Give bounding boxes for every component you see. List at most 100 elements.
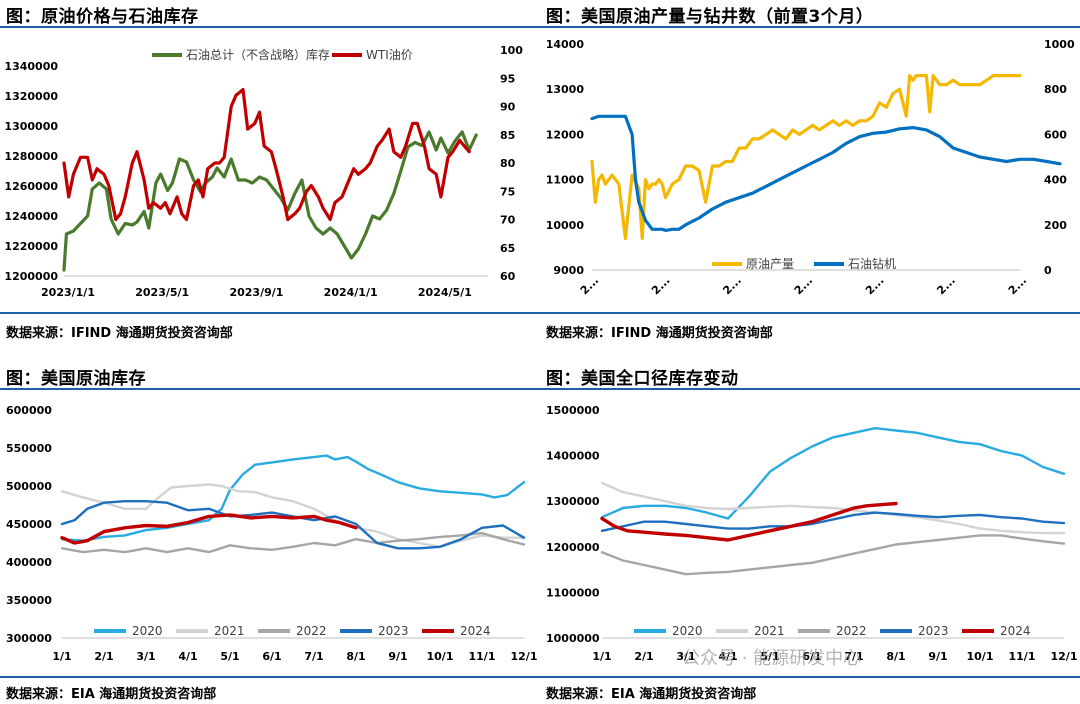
series-line [590,73,1022,240]
x-tick-label: 11/1 [469,650,496,663]
x-tick-label: 2... [649,274,672,297]
y-right-tick-label: 70 [500,214,516,227]
y-tick-label: 300000 [6,632,52,645]
y-left-tick-label: 1280000 [4,150,58,163]
watermark: 公众号 · 能源研发中心 [682,648,862,669]
x-tick-label: 5/1 [760,650,779,663]
y-tick-label: 600000 [6,404,52,417]
y-left-tick-label: 11000 [546,174,585,187]
y-tick-label: 400000 [6,556,52,569]
x-tick-label: 1/1 [592,650,611,663]
series-line [60,531,526,554]
y-left-tick-label: 12000 [546,128,585,141]
y-left-tick-label: 9000 [553,264,584,277]
x-tick-label: 2... [792,274,815,297]
chart-us-crude-inventory: 300000 350000 400000 450000 500000 550000 6000… [6,404,538,663]
panel-title: 图：美国原油产量与钻井数（前置3个月） [546,7,874,27]
legend-label: 2023 [918,624,949,638]
y-right-tick-label: 75 [500,185,515,198]
x-tick-label: 3/1 [136,650,155,663]
series-line [600,427,1066,520]
source-rule [540,312,1080,314]
y-right-tick-label: 60 [500,270,516,283]
y-left-tick-label: 1200000 [4,270,58,283]
series-line [60,454,526,542]
y-right-tick-label: 400 [1044,174,1067,187]
legend-label: 2021 [754,624,785,638]
x-tick-label: 5/1 [220,650,239,663]
y-left-tick-label: 1300000 [4,120,58,133]
y-right-tick-label: 100 [500,44,523,57]
y-tick-label: 1100000 [546,586,600,599]
series-line [590,114,1062,232]
x-tick-label: 2023/9/1 [229,286,283,299]
x-tick-label: 2/1 [634,650,653,663]
legend-label: 2024 [1000,624,1031,638]
source-note: 数据来源：IFIND 海通期货投资咨询部 [546,326,773,341]
series-line [62,87,471,222]
x-tick-label: 3/1 [676,650,695,663]
panel-title: 图：原油价格与石油库存 [6,7,199,27]
chart-us-production-vs-rigs: 9000 10000 11000 12000 13000 14000 0 200 400 600 8… [546,38,1075,297]
panel-us-production-vs-rigs: 图：美国原油产量与钻井数（前置3个月） 9000 10000 11000 12000 1… [540,0,1080,352]
y-right-tick-label: 80 [500,157,516,170]
panel-us-total-inventory-change: 图：美国全口径库存变动 1000000 1100000 1200000 1300000… [540,362,1080,704]
y-right-tick-label: 600 [1044,128,1067,141]
source-note: 数据来源：EIA 海通期货投资咨询部 [546,687,757,702]
x-tick-label: 2... [863,274,886,297]
y-right-tick-label: 90 [500,101,516,114]
series-line [600,511,1066,533]
x-tick-label: 2024/1/1 [324,286,378,299]
x-tick-label: 2/1 [94,650,113,663]
x-tick-label: 8/1 [346,650,365,663]
y-tick-label: 1400000 [546,450,600,463]
x-tick-label: 2024/5/1 [418,286,472,299]
legend-label: 2021 [214,624,245,638]
x-tick-label: 7/1 [304,650,323,663]
x-tick-label: 11/1 [1009,650,1036,663]
y-tick-label: 450000 [6,518,52,531]
x-tick-label: 7/1 [844,650,863,663]
legend-label: 石油总计（不含战略）库存 [186,47,330,62]
y-left-tick-label: 14000 [546,38,585,51]
y-tick-label: 1200000 [546,541,600,554]
y-right-tick-label: 85 [500,129,515,142]
legend-label: 2024 [460,624,491,638]
y-right-tick-label: 200 [1044,219,1067,232]
y-tick-label: 350000 [6,594,52,607]
legend-label: 原油产量 [746,257,794,271]
legend-label: WTI油价 [366,48,413,62]
source-rule [540,676,1080,678]
panel-title: 图：美国全口径库存变动 [546,369,739,389]
y-tick-label: 1300000 [546,495,600,508]
x-tick-label: 2... [720,274,743,297]
x-tick-label: 6/1 [802,650,821,663]
x-tick-label: 2... [1006,274,1029,297]
legend-label: 2022 [836,624,867,638]
x-tick-label: 4/1 [718,650,737,663]
source-note: 数据来源：IFIND 海通期货投资咨询部 [6,326,233,341]
panel-title: 图：美国原油库存 [6,369,146,389]
y-left-tick-label: 1320000 [4,90,58,103]
series-line [600,481,1066,535]
x-tick-label: 12/1 [511,650,538,663]
chart-us-total-inventory-change: 1000000 1100000 1200000 1300000 1400000 15000… [546,404,1077,663]
series-line [600,501,898,542]
x-tick-label: 4/1 [178,650,197,663]
x-tick-label: 1/1 [52,650,71,663]
y-left-tick-label: 1340000 [4,60,58,73]
x-tick-label: 10/1 [967,650,994,663]
legend-label: 2023 [378,624,409,638]
source-rule [0,312,540,314]
y-right-tick-label: 1000 [1044,38,1075,51]
y-right-tick-label: 0 [1044,264,1052,277]
x-tick-label: 2... [934,274,957,297]
x-tick-label: 8/1 [886,650,905,663]
source-note: 数据来源：EIA 海通期货投资咨询部 [6,687,217,702]
legend-label: 2020 [672,624,703,638]
y-left-tick-label: 10000 [546,219,585,232]
x-tick-label: 9/1 [388,650,407,663]
y-tick-label: 1500000 [546,404,600,417]
x-tick-label: 2023/5/1 [135,286,189,299]
title-rule [0,388,540,390]
